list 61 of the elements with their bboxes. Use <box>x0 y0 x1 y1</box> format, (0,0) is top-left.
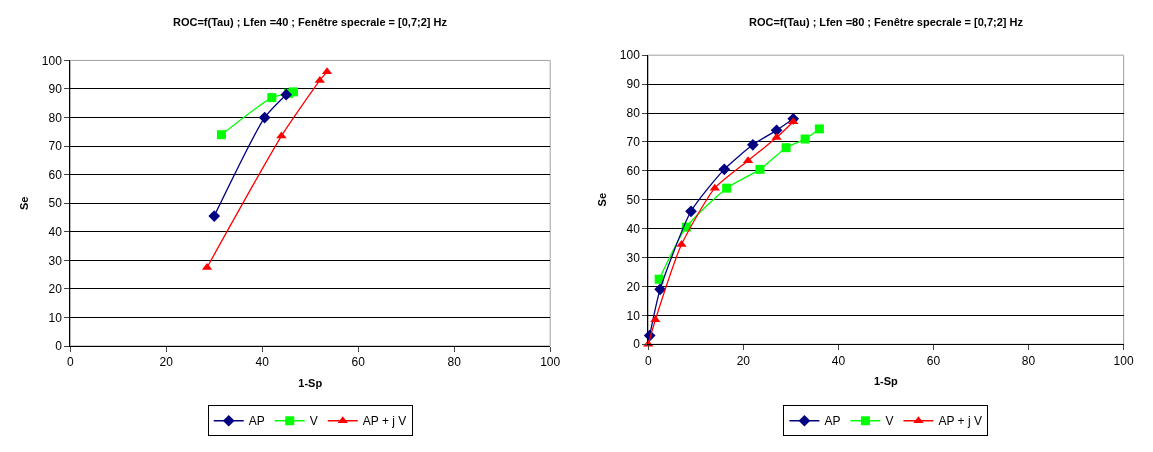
y-tick-label: 40 <box>48 224 63 239</box>
x-tick-label: 60 <box>351 355 366 370</box>
y-tick-label: 20 <box>48 282 63 297</box>
point <box>208 210 221 222</box>
y-tick-label: 0 <box>55 339 63 354</box>
y-tick-label: 50 <box>48 196 63 211</box>
y-axis-title: Se <box>596 192 609 207</box>
point <box>654 283 666 296</box>
point <box>280 88 293 101</box>
x-tick-label: 0 <box>66 355 74 370</box>
point <box>267 93 277 103</box>
y-tick-label: 100 <box>41 53 63 68</box>
y-tick-label: 40 <box>626 221 641 236</box>
x-axis-title: 1-Sp <box>298 376 323 389</box>
y-tick-label: 70 <box>626 135 641 150</box>
y-tick-label: 90 <box>48 82 63 97</box>
point <box>755 164 765 174</box>
x-tick-label: 20 <box>159 355 174 370</box>
point <box>685 205 697 218</box>
x-tick-label: 80 <box>447 355 462 370</box>
legend-label: AP + j V <box>938 414 982 429</box>
x-tick-label: 40 <box>255 355 270 370</box>
y-tick-label: 70 <box>48 139 63 154</box>
y-tick-label: 0 <box>633 337 641 352</box>
y-tick-label: 90 <box>626 77 641 92</box>
point <box>814 124 824 134</box>
point <box>781 143 791 153</box>
y-tick-label: 20 <box>626 279 641 294</box>
y-tick-label: 80 <box>626 106 641 121</box>
legend-label: V <box>885 414 894 429</box>
point <box>288 87 298 97</box>
point <box>746 138 759 151</box>
point <box>258 111 271 124</box>
y-axis-title: Se <box>18 196 31 210</box>
x-tick-label: 80 <box>1021 353 1036 368</box>
legend-label: V <box>309 414 318 429</box>
y-tick-label: 30 <box>48 253 63 268</box>
point <box>722 183 732 193</box>
point <box>216 130 226 140</box>
point <box>718 163 731 176</box>
chart-title: ROC=f(Tau) ; Lfen =40 ; Fenêtre specrale = [0,7;2] Hz <box>173 16 448 28</box>
y-tick-label: 60 <box>48 167 63 182</box>
point <box>800 134 810 144</box>
y-tick-label: 60 <box>626 164 641 179</box>
y-tick-label: 30 <box>626 250 641 265</box>
y-tick-label: 50 <box>626 192 641 207</box>
legend-label: AP + j V <box>362 414 407 429</box>
x-axis-title: 1-Sp <box>874 374 899 387</box>
x-tick-label: 0 <box>644 353 652 368</box>
y-tick-label: 100 <box>619 48 641 63</box>
y-tick-label: 80 <box>48 110 63 125</box>
x-tick-label: 20 <box>736 353 751 368</box>
x-tick-label: 60 <box>926 353 941 368</box>
legend-label: AP <box>824 414 841 429</box>
y-tick-label: 10 <box>626 308 641 323</box>
x-tick-label: 100 <box>540 355 561 370</box>
x-tick-label: 40 <box>831 353 846 368</box>
y-tick-label: 10 <box>48 310 63 325</box>
legend-label: AP <box>248 414 265 429</box>
chart-title: ROC=f(Tau) ; Lfen =80 ; Fenêtre specrale = [0,7;2] Hz <box>749 16 1024 28</box>
x-tick-label: 100 <box>1113 353 1134 368</box>
